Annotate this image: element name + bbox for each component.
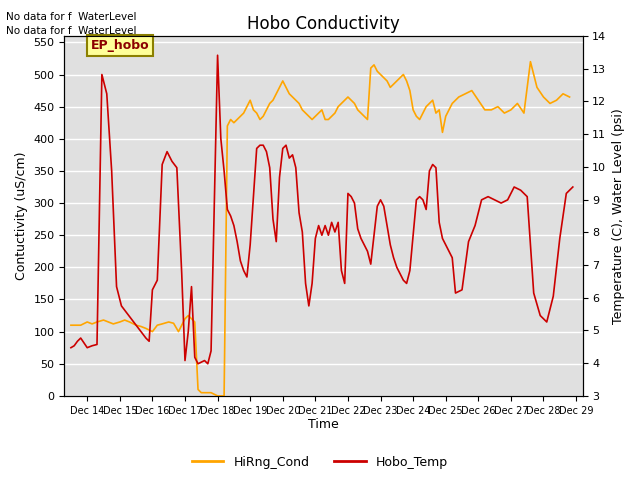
Text: EP_hobo: EP_hobo (90, 39, 149, 52)
Y-axis label: Contuctivity (uS/cm): Contuctivity (uS/cm) (15, 152, 28, 280)
X-axis label: Time: Time (308, 419, 339, 432)
Text: No data for f  WaterLevel: No data for f WaterLevel (6, 12, 137, 22)
Text: No data for f  WaterLevel: No data for f WaterLevel (6, 26, 137, 36)
Title: Hobo Conductivity: Hobo Conductivity (247, 15, 400, 33)
Y-axis label: Temperature (C), Water Level (psi): Temperature (C), Water Level (psi) (612, 108, 625, 324)
Legend: HiRng_Cond, Hobo_Temp: HiRng_Cond, Hobo_Temp (187, 451, 453, 474)
